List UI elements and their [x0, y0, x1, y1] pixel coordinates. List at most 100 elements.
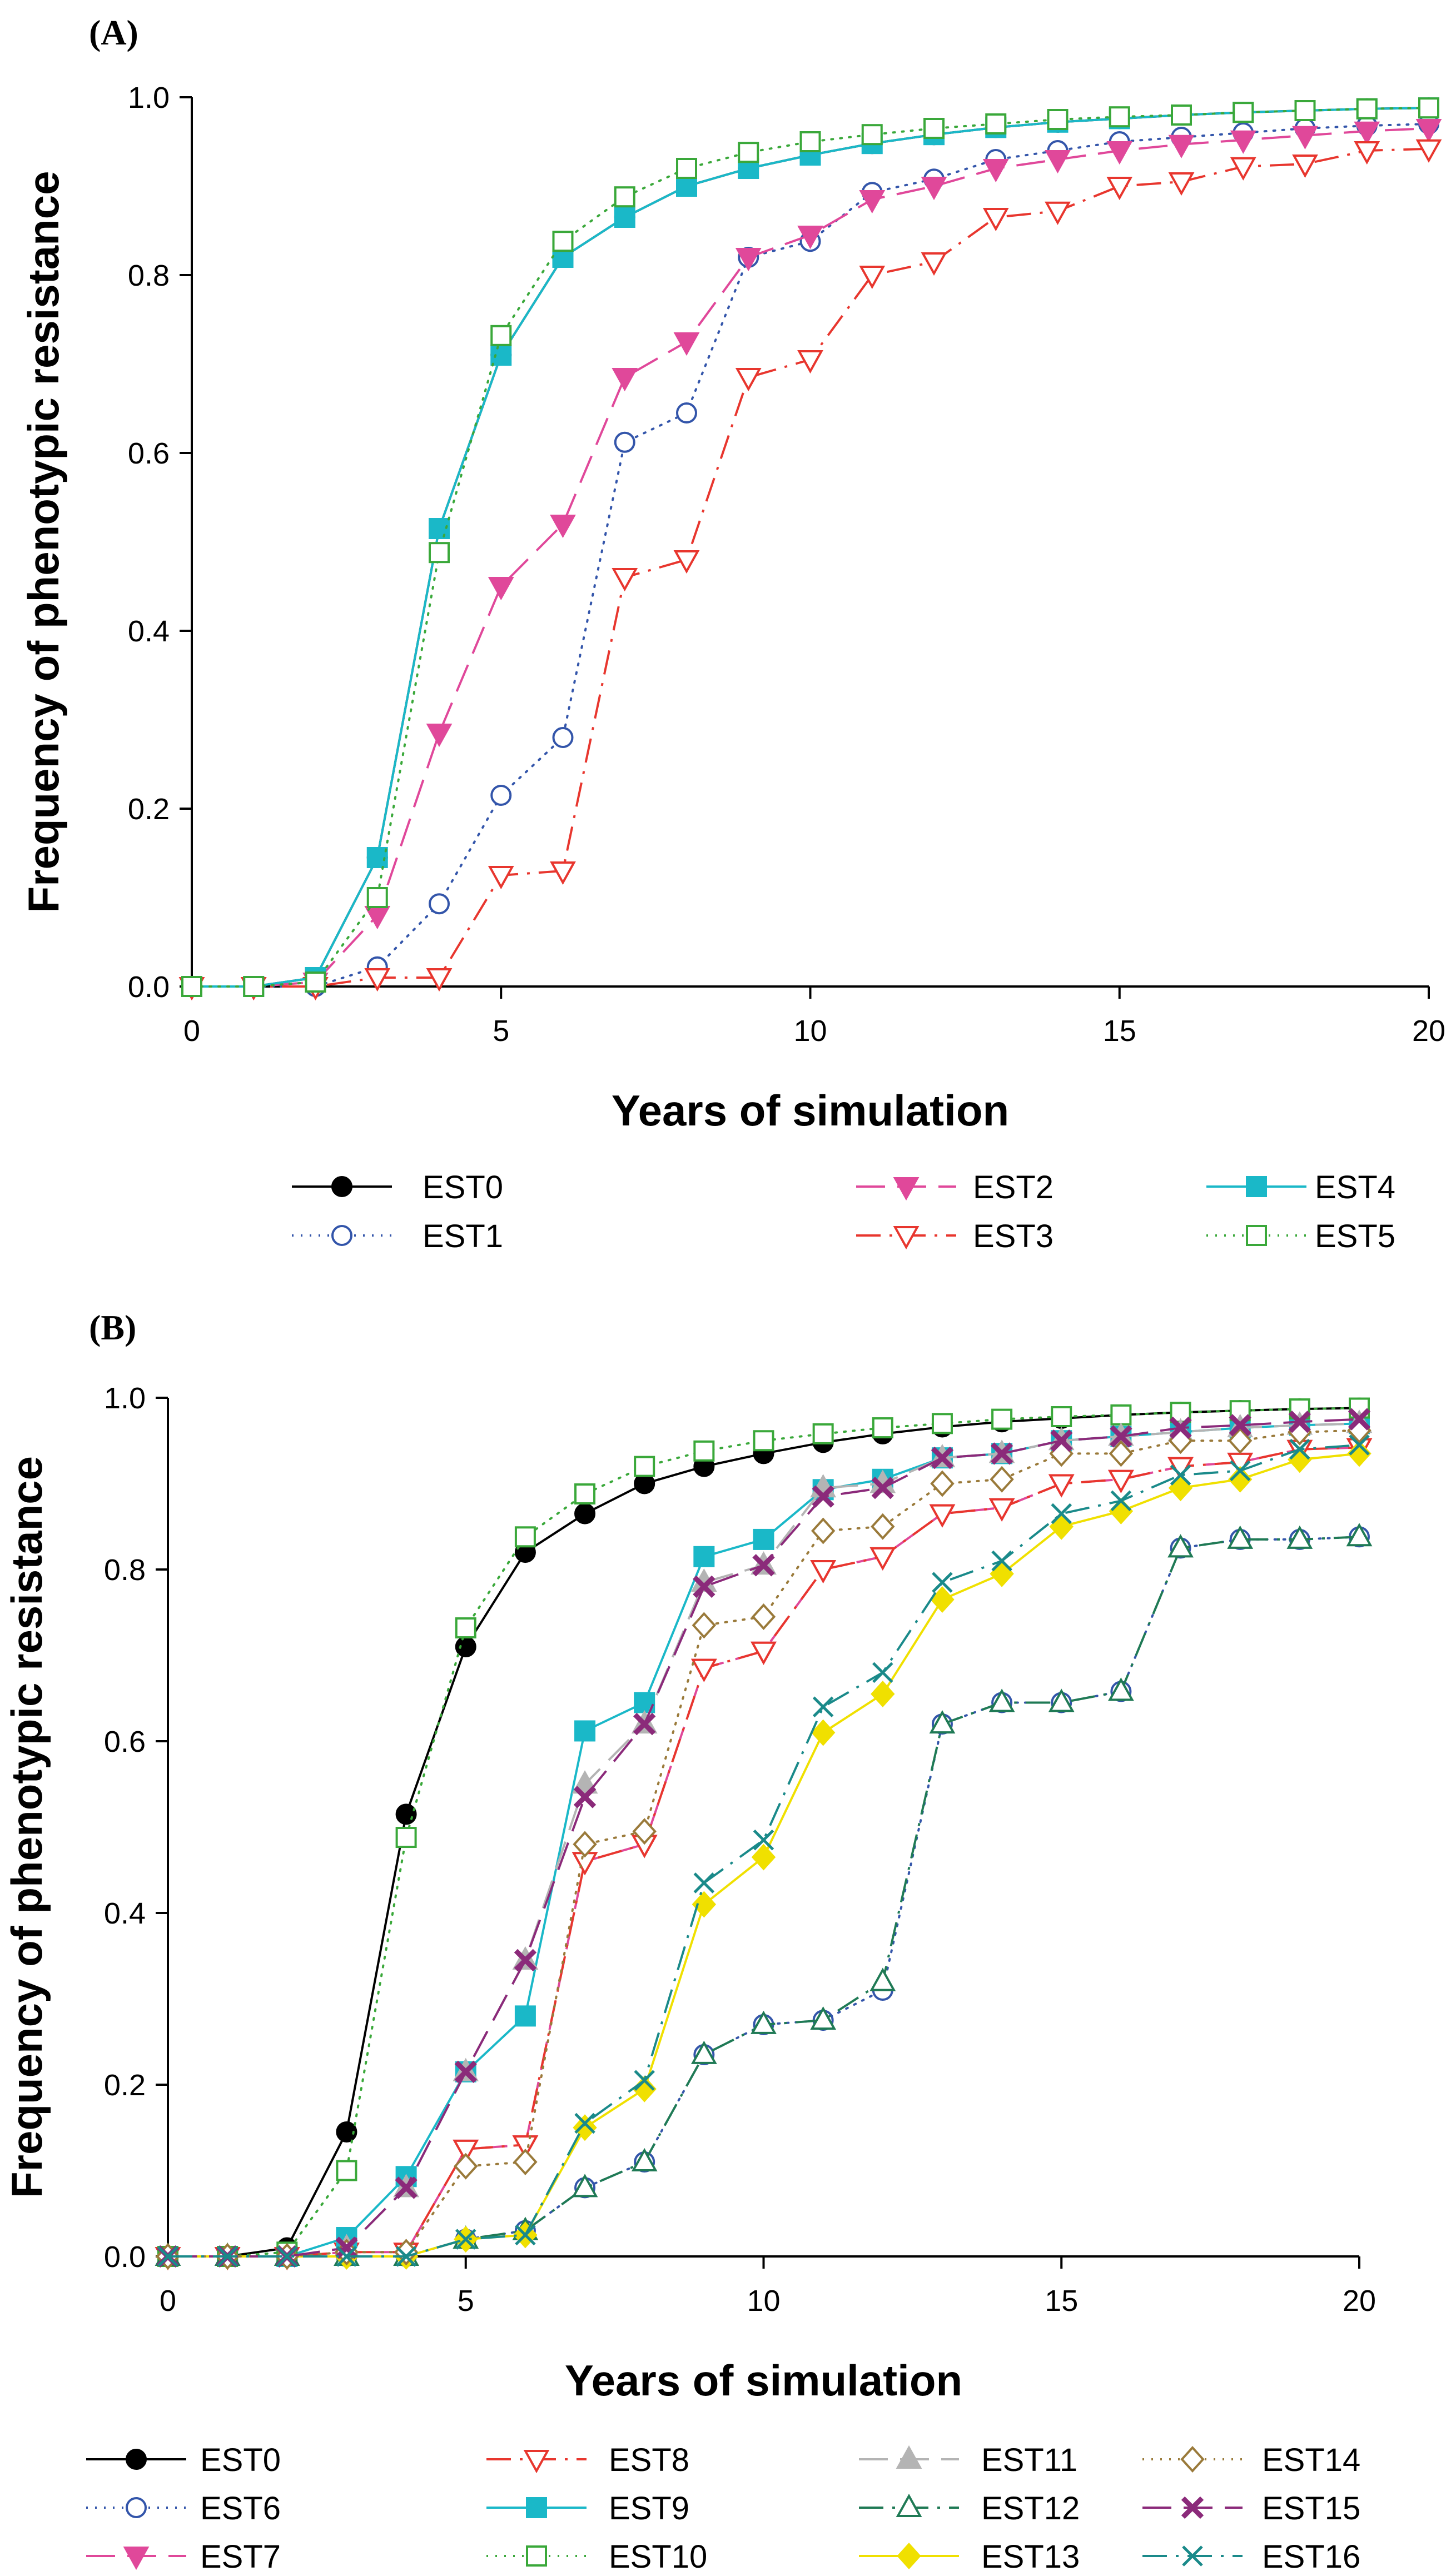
panel-b-x-tick-label: 20 — [1343, 2284, 1376, 2318]
panel-b-point-est8 — [512, 2135, 539, 2159]
panel-b-legend-item: EST10 — [486, 2539, 707, 2575]
panel-a-legend-marker — [893, 1177, 920, 1201]
panel-b-point-est9 — [753, 1528, 774, 1550]
panel-b-point-est16 — [1289, 1438, 1310, 1460]
panel-b-point-est16 — [574, 2112, 595, 2134]
panel-b-x-tick-label: 10 — [747, 2284, 780, 2318]
panel-b-legend-marker — [896, 2445, 922, 2469]
panel-b-point-est15 — [1229, 1414, 1251, 1437]
panel-b-point-est0 — [336, 2121, 357, 2142]
panel-b-legend-label: EST0 — [200, 2442, 281, 2478]
panel-b-point-est16 — [991, 1550, 1012, 1572]
panel-b-point-est12 — [751, 2010, 777, 2034]
panel-b-point-est15 — [990, 1442, 1013, 1465]
panel-a-legend-label: EST4 — [1315, 1169, 1395, 1205]
panel-a-point-est3 — [921, 252, 947, 276]
panel-b-legend-marker — [526, 2545, 547, 2567]
panel-a-legend-marker — [1246, 1176, 1267, 1197]
panel-a-point-est3 — [673, 550, 700, 574]
panel-b-point-est16 — [217, 2246, 238, 2267]
panel-b-point-est14 — [692, 1612, 717, 1639]
panel-a-point-est3 — [982, 208, 1009, 232]
panel-b-legend-label: EST7 — [200, 2539, 281, 2575]
panel-a-legend-item: EST2 — [856, 1169, 1054, 1205]
panel-b-point-est14 — [811, 1517, 836, 1544]
panel-a-legend-item: EST4 — [1206, 1169, 1395, 1205]
panel-a-point-est3 — [797, 350, 823, 374]
panel-b-point-est12 — [1227, 1525, 1254, 1549]
panel-a-point-est2 — [921, 177, 947, 201]
panel-b-legend-label: EST12 — [981, 2490, 1080, 2527]
panel-a-legend-item: EST1 — [292, 1218, 503, 1254]
panel-a-point-est3 — [735, 368, 762, 392]
panel-b-point-est15 — [812, 1485, 834, 1508]
panel-b-point-est9 — [574, 1720, 596, 1742]
panel-b-point-est8 — [1108, 1469, 1134, 1493]
panel-b-legend-marker — [897, 2543, 921, 2569]
panel-b-point-est13 — [692, 1891, 717, 1918]
panel-a-point-est3 — [1045, 201, 1071, 225]
panel-a-legend-label: EST2 — [973, 1169, 1054, 1205]
panel-b-point-est14 — [930, 1470, 955, 1497]
panel-b-point-est15 — [871, 1477, 894, 1499]
panel-b-series-est16 — [157, 1434, 1370, 2267]
panel-b-legend-label: EST13 — [981, 2539, 1080, 2575]
panel-b-point-est16 — [157, 2246, 178, 2267]
panel-b-label: (B) — [89, 1308, 136, 1347]
panel-a-point-est2 — [550, 515, 576, 539]
panel-b-point-est10 — [931, 1413, 953, 1434]
panel-b-point-est12 — [631, 2148, 658, 2172]
panel-b-point-est16 — [693, 1872, 715, 1894]
panel-b-point-est14 — [573, 1831, 597, 1858]
panel-b-point-est15 — [1169, 1416, 1192, 1439]
panel-a-legend-label: EST1 — [423, 1218, 503, 1254]
panel-b-point-est10 — [693, 1440, 715, 1462]
panel-b-point-est10 — [574, 1483, 596, 1505]
panel-b-point-est12 — [690, 2040, 717, 2064]
panel-a-legend-marker — [893, 1226, 920, 1250]
panel-b-legend-marker — [1180, 2446, 1205, 2473]
panel-b-point-est12 — [1048, 1688, 1075, 1712]
panel-a-series-est3 — [178, 139, 1442, 1001]
panel-b-point-est14 — [1109, 1440, 1134, 1467]
panel-b-point-est16 — [1051, 1503, 1072, 1524]
panel-a-legend-item: EST5 — [1206, 1218, 1395, 1254]
panel-b-legend-label: EST14 — [1262, 2442, 1360, 2478]
panel-b-point-est15 — [752, 1554, 775, 1577]
panel-b-chart: (B) 0 5 10 15 20 0.0 0.2 0.4 0.6 0.8 1.0 Years of s… — [2, 1308, 1376, 2575]
panel-b-point-est8 — [453, 2139, 479, 2163]
panel-a-point-est3 — [364, 968, 391, 992]
panel-b-point-est11 — [572, 1770, 598, 1794]
panel-b-point-est12 — [1346, 1523, 1373, 1547]
panel-b-y-tick-label: 1.0 — [104, 1382, 146, 1415]
panel-b-point-est12 — [1286, 1525, 1313, 1549]
panel-b-legend-marker — [126, 2449, 147, 2470]
panel-b-legend-item: EST0 — [86, 2442, 281, 2478]
panel-a-point-est2 — [1354, 121, 1380, 145]
panel-b-point-est16 — [1229, 1460, 1251, 1482]
panel-a-y-tick-label: 1.0 — [128, 81, 170, 114]
panel-b-legend-item: EST13 — [859, 2539, 1080, 2575]
panel-a-point-est3 — [1415, 139, 1442, 163]
panel-a-point-est3 — [1292, 155, 1318, 178]
panel-b-point-est15 — [931, 1446, 954, 1469]
panel-a-point-est5 — [676, 158, 697, 179]
panel-b-legend-marker — [1182, 2545, 1203, 2567]
panel-b-y-axis-title: Frequency of phenotypic resistance — [2, 1456, 51, 2198]
panel-b-line-est8 — [168, 1446, 1360, 2258]
panel-a-point-est5 — [1047, 109, 1069, 130]
panel-a-point-est4 — [366, 847, 388, 868]
panel-b-point-est15 — [454, 2060, 477, 2084]
panel-b-line-est16 — [168, 1443, 1360, 2258]
panel-a-x-tick-label: 15 — [1103, 1014, 1136, 1048]
panel-b-y-tick-label: 0.6 — [104, 1725, 146, 1758]
panel-a-y-tick-label: 0.8 — [128, 259, 170, 292]
panel-b-point-est12 — [810, 2006, 837, 2030]
panel-b-point-est8 — [810, 1560, 837, 1584]
panel-a-point-est3 — [859, 266, 886, 290]
panel-b-point-est10 — [1110, 1404, 1132, 1426]
panel-a-point-est5 — [490, 325, 512, 346]
panel-b-point-est16 — [812, 1696, 834, 1717]
panel-b-legend-marker — [126, 2497, 147, 2518]
